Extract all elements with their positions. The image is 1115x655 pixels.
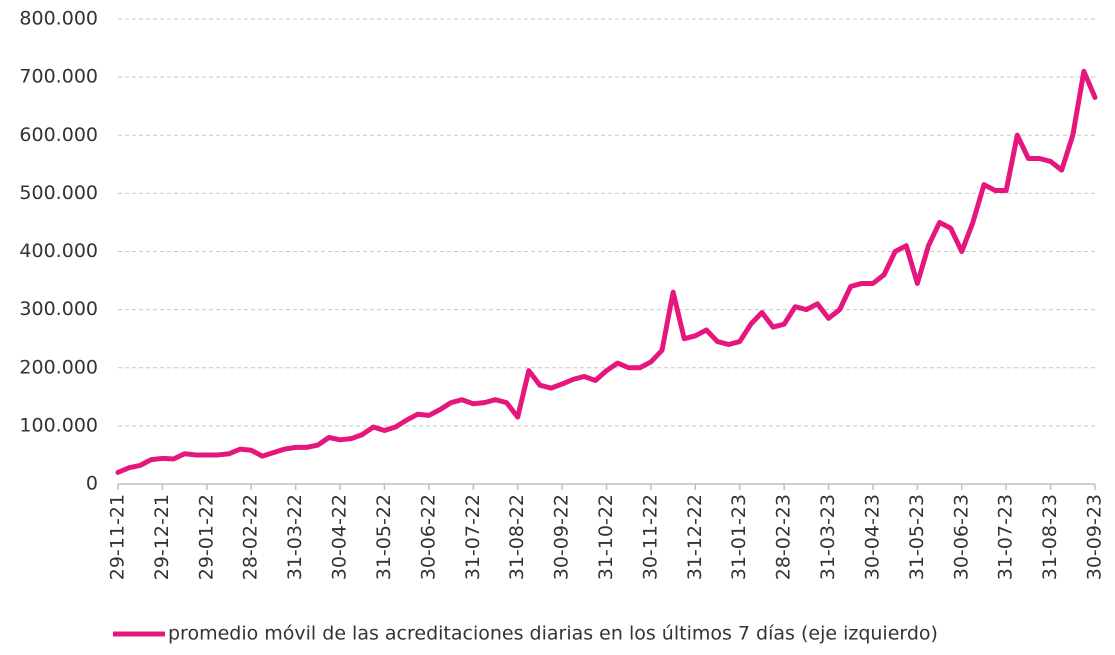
x-tick-label: 30-04-23	[861, 494, 883, 580]
y-tick-label: 0	[86, 473, 98, 495]
y-tick-label: 100.000	[19, 414, 98, 436]
x-tick-label: 29-11-21	[107, 494, 129, 580]
legend-label: promedio móvil de las acreditaciones dia…	[168, 623, 938, 645]
x-tick-label: 30-06-22	[417, 494, 439, 580]
x-tick-label: 31-05-23	[906, 494, 928, 580]
x-tick-label: 30-11-22	[639, 494, 661, 580]
y-tick-label: 600.000	[19, 124, 98, 146]
y-tick-label: 200.000	[19, 356, 98, 378]
x-tick-label: 31-08-22	[506, 494, 528, 580]
x-tick-label: 30-09-22	[551, 494, 573, 580]
x-tick-label: 31-07-23	[995, 494, 1017, 580]
x-tick-label: 30-06-23	[950, 494, 972, 580]
y-tick-label: 300.000	[19, 298, 98, 320]
x-tick-label: 31-03-23	[817, 494, 839, 580]
x-tick-label: 29-01-22	[195, 494, 217, 580]
y-tick-label: 400.000	[19, 240, 98, 262]
x-tick-label: 30-09-23	[1084, 494, 1106, 580]
x-tick-label: 31-08-23	[1039, 494, 1061, 580]
x-tick-label: 31-10-22	[595, 494, 617, 580]
y-tick-label: 800.000	[19, 8, 98, 30]
line	[115, 68, 1098, 475]
x-tick-label: 31-03-22	[284, 494, 306, 580]
x-tick-label: 31-01-23	[728, 494, 750, 580]
x-tick-label: 31-05-22	[373, 494, 395, 580]
x-tick-label: 28-02-22	[240, 494, 262, 580]
x-tick-label: 29-12-21	[151, 494, 173, 580]
y-tick-label: 700.000	[19, 66, 98, 88]
x-tick-label: 30-04-22	[329, 494, 351, 580]
x-tick-label: 28-02-23	[773, 494, 795, 580]
x-tick-label: 31-07-22	[462, 494, 484, 580]
y-tick-label: 500.000	[19, 182, 98, 204]
x-tick-label: 31-12-22	[684, 494, 706, 580]
